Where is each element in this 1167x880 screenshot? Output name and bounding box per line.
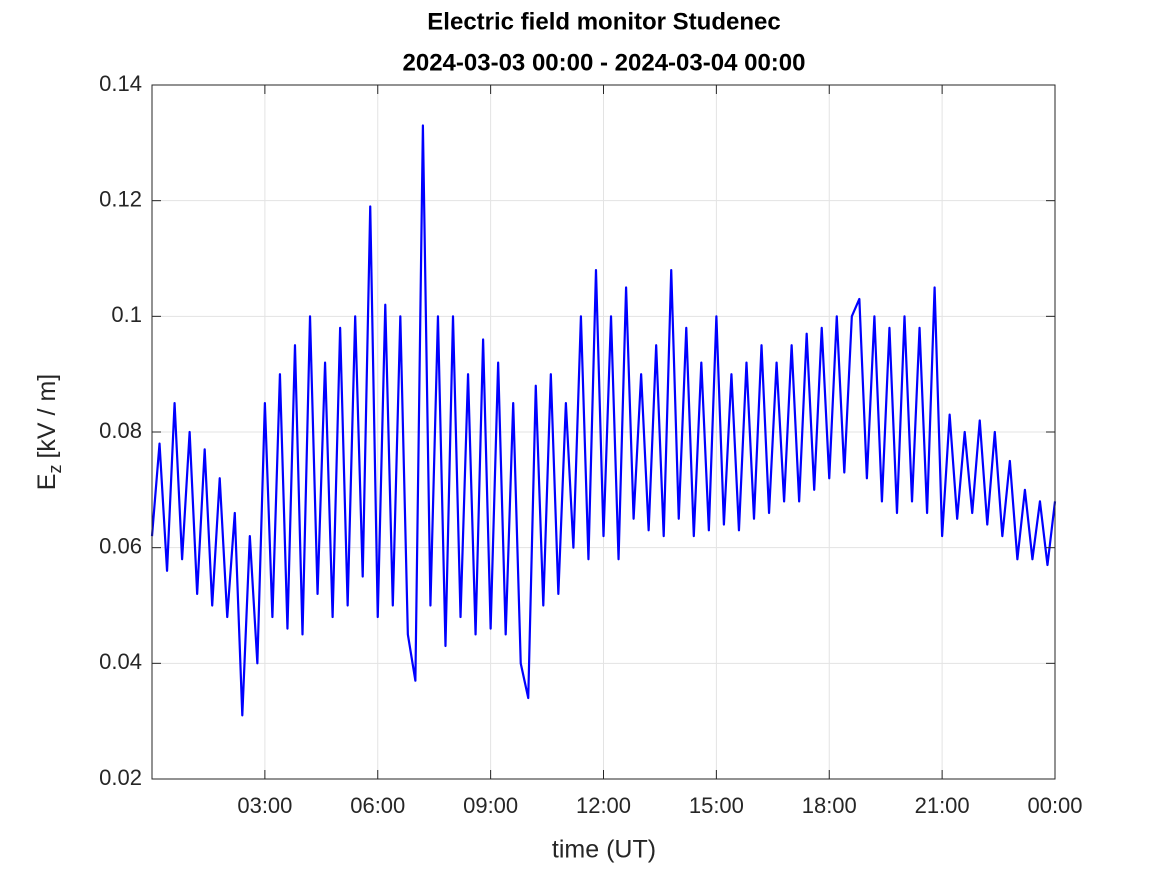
y-tick-label: 0.06 [99,533,142,558]
x-tick-label: 00:00 [1027,793,1082,818]
y-label-subscript: z [45,465,65,474]
x-tick-label: 09:00 [463,793,518,818]
y-label-base: E [33,474,61,491]
y-axis-label: Ez [kV / m] [33,374,65,490]
y-label-unit: [kV / m] [33,374,61,459]
x-tick-label: 21:00 [915,793,970,818]
y-tick-label: 0.12 [99,186,142,211]
y-tick-label: 0.1 [111,302,142,327]
y-tick-label: 0.04 [99,649,142,674]
x-tick-label: 06:00 [350,793,405,818]
x-axis-label: time (UT) [552,836,656,864]
y-tick-label: 0.14 [99,71,142,96]
y-tick-label: 0.08 [99,418,142,443]
chart-subtitle: 2024-03-03 00:00 - 2024-03-04 00:00 [403,49,806,76]
chart-title: Electric field monitor Studenec [427,8,780,35]
x-tick-label: 12:00 [576,793,631,818]
x-tick-label: 15:00 [689,793,744,818]
x-tick-label: 18:00 [802,793,857,818]
x-tick-label: 03:00 [237,793,292,818]
y-tick-label: 0.02 [99,765,142,790]
data-line [150,124,1057,717]
